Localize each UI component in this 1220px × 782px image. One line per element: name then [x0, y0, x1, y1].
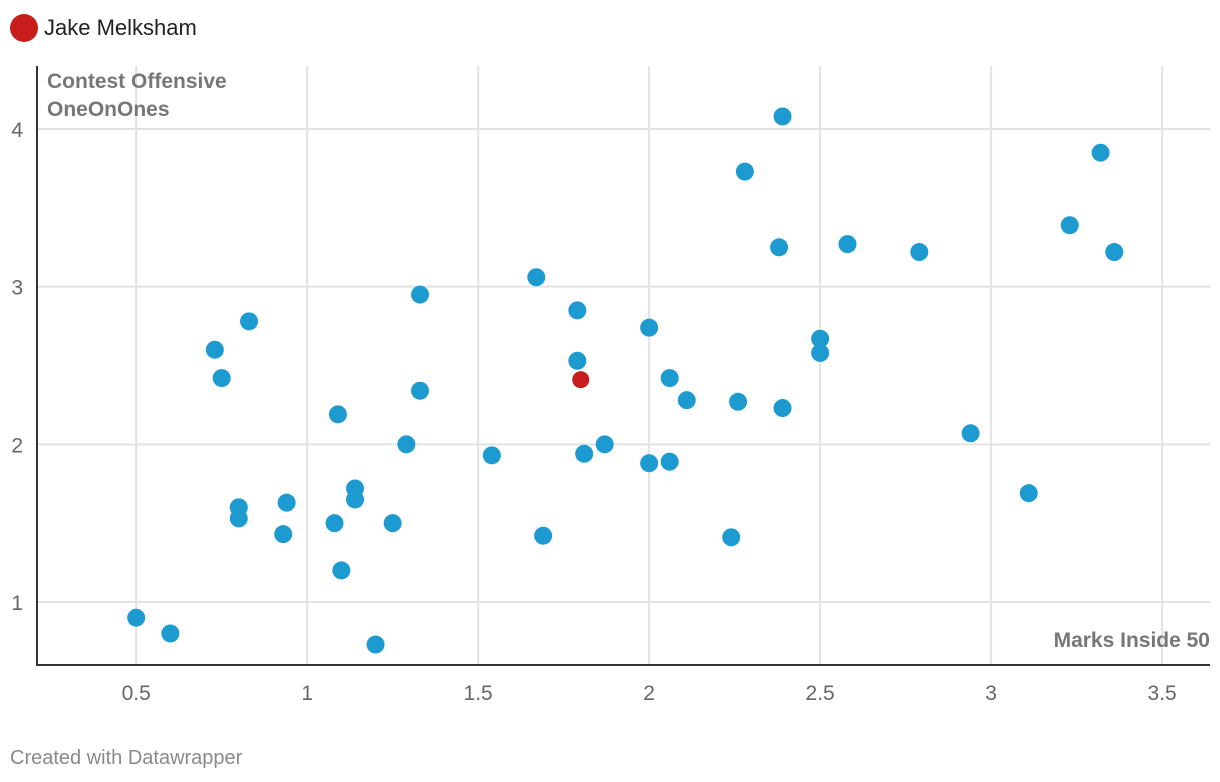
data-point: [212, 369, 231, 388]
data-point: [677, 391, 696, 410]
data-point: [811, 343, 830, 362]
legend-label: Jake Melksham: [44, 15, 197, 40]
data-point: [205, 340, 224, 359]
data-point: [411, 381, 430, 400]
data-point: [640, 318, 659, 337]
data-point: [838, 235, 857, 254]
x-tick-label: 2.5: [806, 682, 835, 705]
y-tick-label: 2: [11, 434, 23, 457]
legend: Jake Melksham: [10, 13, 197, 43]
x-tick-label: 3.5: [1148, 682, 1177, 705]
x-tick-label: 0.5: [122, 682, 151, 705]
legend-marker-icon: [10, 14, 38, 42]
x-tick-label: 3: [985, 682, 997, 705]
data-point: [328, 405, 347, 424]
data-point: [773, 107, 792, 126]
data-point: [660, 452, 679, 471]
y-tick-label: 3: [11, 277, 23, 300]
data-point: [383, 514, 402, 533]
data-point: [411, 285, 430, 304]
data-point: [729, 392, 748, 411]
data-point: [1091, 143, 1110, 162]
tick-labels: 0.5 1 1.5 2 2.5 3 3.5 1 2 3 4: [11, 119, 1176, 705]
y-axis-title-line: OneOnOnes: [47, 98, 170, 121]
axes: [36, 66, 1210, 666]
data-point: [961, 424, 980, 443]
x-tick-label: 1: [301, 682, 313, 705]
data-point: [534, 526, 553, 545]
y-tick-label: 4: [11, 119, 23, 142]
data-point: [773, 399, 792, 418]
data-points: [127, 107, 1124, 654]
grid-lines: [37, 66, 1210, 665]
x-tick-label: 1.5: [464, 682, 493, 705]
data-point: [1105, 243, 1124, 262]
y-axis-title-line: Contest Offensive: [47, 70, 227, 93]
data-point: [568, 301, 587, 320]
data-point: [527, 268, 546, 287]
data-point: [910, 243, 929, 262]
credit-text: Created with Datawrapper: [10, 747, 243, 769]
data-point: [811, 329, 830, 348]
x-tick-label: 2: [643, 682, 655, 705]
data-point: [1060, 216, 1079, 235]
data-point: [1019, 484, 1038, 503]
data-point: [660, 369, 679, 388]
data-point: [595, 435, 614, 454]
data-point: [735, 162, 754, 181]
data-point: [277, 493, 296, 512]
data-point: [161, 624, 180, 643]
data-point: [346, 490, 365, 509]
data-point: [325, 514, 344, 533]
data-point: [274, 525, 293, 544]
data-point: [366, 635, 385, 654]
highlight-data-point: [572, 371, 590, 389]
data-point: [127, 608, 146, 627]
data-point: [722, 528, 741, 547]
data-point: [240, 312, 259, 331]
data-point: [397, 435, 416, 454]
data-point: [770, 238, 789, 257]
data-point: [568, 351, 587, 370]
x-axis-title: Marks Inside 50: [1054, 629, 1210, 652]
data-point: [482, 446, 501, 465]
data-point: [229, 509, 248, 528]
axis-titles: Contest Offensive OneOnOnes Marks Inside 5…: [47, 70, 1210, 652]
data-point: [640, 454, 659, 473]
data-point: [332, 561, 351, 580]
data-point: [575, 444, 594, 463]
y-tick-label: 1: [11, 592, 23, 615]
